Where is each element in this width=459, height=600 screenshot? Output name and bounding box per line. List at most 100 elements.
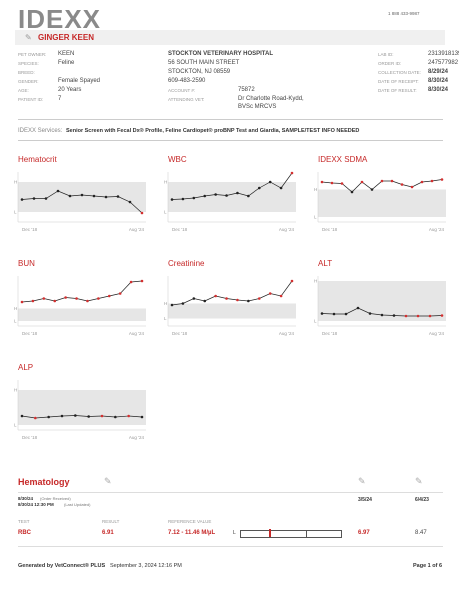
field-label: ATTENDING VET:: [168, 96, 205, 102]
clinic-line: 56 SOUTH MAIN STREET: [168, 60, 240, 66]
data-point: [86, 299, 89, 303]
low-label: L: [14, 210, 17, 215]
column-header: RESULT: [102, 519, 120, 524]
updated-note: (Last Updated): [64, 502, 91, 507]
data-point: [118, 292, 122, 295]
chart-title: ALT: [318, 259, 333, 268]
data-point: [247, 299, 250, 303]
field-value: 2313918139: [428, 51, 459, 57]
data-point: [279, 294, 283, 298]
chart-title: BUN: [18, 259, 35, 268]
data-point: [236, 191, 239, 195]
data-point: [392, 314, 396, 317]
chart-title: Hematocrit: [18, 155, 57, 164]
low-label: L: [164, 210, 167, 215]
data-point: [128, 200, 132, 204]
data-point: [360, 180, 364, 184]
low-label: L: [164, 316, 167, 321]
end-date: Aug '24: [129, 227, 145, 232]
data-point: [87, 415, 90, 418]
data-point: [44, 197, 48, 200]
data-point: [140, 415, 144, 419]
updated: 8/30/24 12:30 PM: [18, 502, 54, 507]
field-label: AGE:: [18, 87, 29, 93]
icon: ✎: [104, 476, 112, 486]
trend-line: [171, 280, 293, 306]
start-date: Dec '18: [22, 435, 38, 440]
data-point: [20, 198, 24, 201]
icon: ✎: [415, 476, 423, 486]
data-point: [380, 313, 384, 317]
range-tick: [306, 530, 307, 537]
data-point: [268, 292, 272, 295]
pet-icon: ✎: [25, 33, 32, 42]
divider: [18, 546, 443, 547]
data-point: [114, 415, 117, 419]
data-point: [416, 314, 420, 318]
data-point: [127, 414, 130, 418]
column-header: REFERENCE VALUE: [168, 519, 212, 524]
data-point: [107, 294, 111, 298]
data-point: [350, 190, 354, 194]
field-value: 8/30/24: [428, 87, 449, 93]
data-point: [440, 314, 444, 317]
trend-charts: H L Dec '18 Aug '24 H L Dec '18 Aug '24 H L Dec '1…: [14, 171, 446, 440]
start-date: Dec '18: [172, 227, 188, 232]
start-date: Dec '18: [322, 227, 338, 232]
field-value: Female Spayed: [58, 78, 101, 84]
high-label: H: [14, 180, 17, 185]
services-label: IDEXX Services:: [18, 128, 63, 134]
field-value: 8/29/24: [428, 69, 449, 75]
data-point: [129, 280, 133, 284]
field-label: LAB ID:: [378, 51, 394, 57]
high-label: H: [314, 279, 317, 284]
chart-title: ALP: [18, 363, 34, 372]
data-point: [34, 416, 37, 420]
field-label: PET OWNER:: [18, 51, 47, 57]
data-point: [97, 297, 100, 300]
data-point: [64, 296, 67, 299]
previous-result: 8.47: [415, 530, 427, 536]
end-date: Aug '24: [279, 227, 295, 232]
data-point: [170, 303, 174, 307]
previous-date: 3/5/24: [358, 497, 372, 503]
logo: IDEXX: [18, 4, 102, 34]
flag: L: [233, 530, 236, 536]
data-point: [428, 314, 432, 318]
chart-title: Creatinine: [168, 259, 205, 268]
data-point: [320, 312, 324, 315]
field-label: ORDER ID:: [378, 60, 402, 66]
end-date: Aug '24: [429, 331, 445, 336]
high-label: H: [314, 187, 317, 192]
result: 6.91: [102, 530, 114, 536]
data-point: [332, 312, 336, 316]
end-date: Aug '24: [429, 227, 445, 232]
high-label: H: [14, 388, 17, 393]
data-point: [225, 297, 228, 300]
clinic-line: STOCKTON, NJ 08559: [168, 69, 231, 75]
page-number: Page 1 of 6: [413, 563, 443, 569]
data-point: [236, 298, 239, 302]
data-point: [268, 180, 272, 184]
phone: 1 888 433-9987: [388, 11, 420, 16]
result-marker: [269, 529, 271, 537]
range-bar: [240, 530, 342, 538]
data-point: [68, 194, 72, 198]
divider: [18, 492, 443, 493]
data-point: [356, 306, 360, 310]
test-name: RBC: [18, 530, 31, 536]
divider: [18, 140, 443, 141]
start-date: Dec '18: [172, 331, 188, 336]
clinic-line: STOCKTON VETERINARY HOSPITAL: [168, 51, 274, 57]
received-note: (Order Received): [40, 496, 71, 501]
data-point: [74, 414, 77, 417]
high-label: H: [14, 306, 17, 311]
data-point: [257, 186, 261, 190]
data-point: [410, 185, 414, 189]
normal-band: [318, 189, 446, 217]
field-label: GENDER:: [18, 78, 39, 84]
low-label: L: [314, 215, 317, 220]
field-label: COLLECTION DATE:: [378, 69, 421, 75]
high-label: H: [164, 180, 167, 185]
field-value: KEEN: [58, 51, 75, 57]
